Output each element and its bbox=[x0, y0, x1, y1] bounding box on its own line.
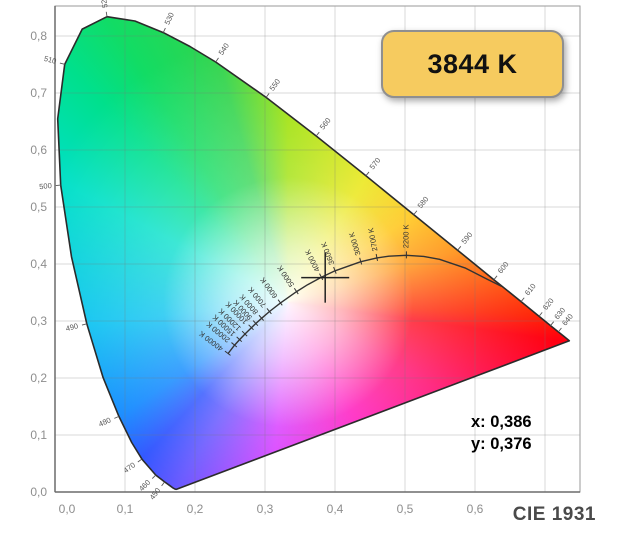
wavelength-tick bbox=[520, 297, 525, 302]
y-tick-label: 0,4 bbox=[30, 257, 47, 271]
cct-tick bbox=[319, 273, 324, 281]
spectral-locus-outline bbox=[56, 15, 571, 491]
cct-tick-label: 5000 K bbox=[275, 264, 296, 289]
wavelength-label: 510 bbox=[43, 54, 57, 66]
x-tick-label: 0,5 bbox=[397, 502, 414, 516]
wavelength-label: 600 bbox=[496, 260, 511, 275]
wavelength-tick bbox=[81, 323, 87, 326]
cct-tick bbox=[224, 350, 231, 356]
crosshair-marker[interactable] bbox=[301, 252, 350, 303]
x-tick-label: 0,1 bbox=[117, 502, 134, 516]
cct-tick-label: 3000 K bbox=[347, 231, 363, 256]
readout-x-value: x: 0,386 bbox=[471, 413, 532, 431]
planckian-locus-curve bbox=[227, 254, 502, 354]
cct-tick bbox=[293, 287, 299, 295]
readout-y-value: y: 0,376 bbox=[471, 435, 532, 453]
cct-tick bbox=[277, 299, 283, 306]
cct-tick bbox=[252, 320, 259, 327]
wavelength-label: 450 bbox=[148, 486, 163, 501]
wavelength-label: 460 bbox=[137, 478, 152, 493]
wavelength-tick bbox=[457, 246, 462, 251]
cct-tick-label: 3600 K bbox=[319, 241, 336, 266]
wavelength-label: 570 bbox=[368, 156, 383, 171]
wavelength-tick bbox=[493, 275, 498, 280]
wavelength-tick bbox=[538, 312, 543, 317]
y-tick-label: 0,1 bbox=[30, 428, 47, 442]
cct-tick bbox=[359, 257, 363, 265]
cct-tick bbox=[231, 342, 238, 348]
wavelength-tick bbox=[215, 57, 219, 63]
wavelength-tick bbox=[550, 321, 555, 326]
cct-tick-label: 2700 K bbox=[366, 227, 379, 252]
wavelength-label: 550 bbox=[267, 77, 282, 92]
x-tick-label: 0,4 bbox=[327, 502, 344, 516]
wavelength-label: 500 bbox=[39, 181, 52, 191]
wavelength-tick bbox=[151, 474, 157, 479]
cct-tick-label: 2200 K bbox=[401, 224, 410, 248]
cct-tick bbox=[333, 266, 337, 274]
cct-badge-label: 3844 K bbox=[427, 48, 518, 79]
wavelength-tick bbox=[137, 458, 143, 463]
wavelength-tick bbox=[162, 27, 166, 33]
cct-badge: 3844 K bbox=[381, 30, 564, 98]
wavelength-tick bbox=[161, 481, 165, 487]
y-tick-label: 0,2 bbox=[30, 371, 47, 385]
cct-tick bbox=[236, 336, 243, 343]
wavelength-label: 620 bbox=[541, 296, 556, 311]
cct-tick bbox=[266, 308, 272, 315]
wavelength-tick bbox=[59, 62, 65, 65]
wavelength-label: 580 bbox=[416, 195, 431, 210]
y-tick-label: 0,3 bbox=[30, 314, 47, 328]
cct-tick bbox=[375, 253, 378, 261]
x-tick-label: 0,3 bbox=[257, 502, 274, 516]
wavelength-label: 610 bbox=[523, 282, 538, 297]
diagram-title: CIE 1931 bbox=[512, 504, 596, 525]
wavelength-tick bbox=[315, 131, 320, 137]
wavelength-label: 520 bbox=[99, 0, 110, 9]
y-tick-label: 0,8 bbox=[30, 29, 47, 43]
y-tick-label: 0,5 bbox=[30, 200, 47, 214]
wavelength-label: 560 bbox=[318, 116, 333, 131]
x-tick-label: 0,2 bbox=[187, 502, 204, 516]
wavelength-label: 470 bbox=[122, 460, 137, 475]
wavelength-label: 490 bbox=[65, 321, 79, 333]
wavelength-label: 530 bbox=[163, 11, 176, 26]
cct-tick bbox=[241, 330, 248, 337]
wavelength-label: 480 bbox=[97, 415, 112, 428]
wavelength-label: 540 bbox=[217, 41, 231, 56]
x-tick-label: 0,0 bbox=[59, 502, 76, 516]
x-tick-label: 0,6 bbox=[467, 502, 484, 516]
cct-tick bbox=[258, 314, 264, 321]
y-tick-label: 0,0 bbox=[30, 485, 47, 499]
wavelength-label: 590 bbox=[459, 230, 474, 245]
y-tick-label: 0,7 bbox=[30, 86, 47, 100]
wavelength-tick bbox=[557, 327, 562, 333]
xy-readout: x: 0,386 y: 0,376 bbox=[471, 411, 532, 455]
y-tick-label: 0,6 bbox=[30, 143, 47, 157]
wavelength-tick bbox=[105, 11, 108, 17]
wavelength-tick bbox=[413, 210, 418, 215]
wavelength-tick bbox=[365, 171, 370, 177]
wavelength-tick bbox=[114, 415, 120, 419]
wavelength-tick bbox=[265, 93, 270, 98]
cct-tick bbox=[248, 324, 254, 331]
cct-tick-label: 4000 K bbox=[303, 248, 322, 273]
